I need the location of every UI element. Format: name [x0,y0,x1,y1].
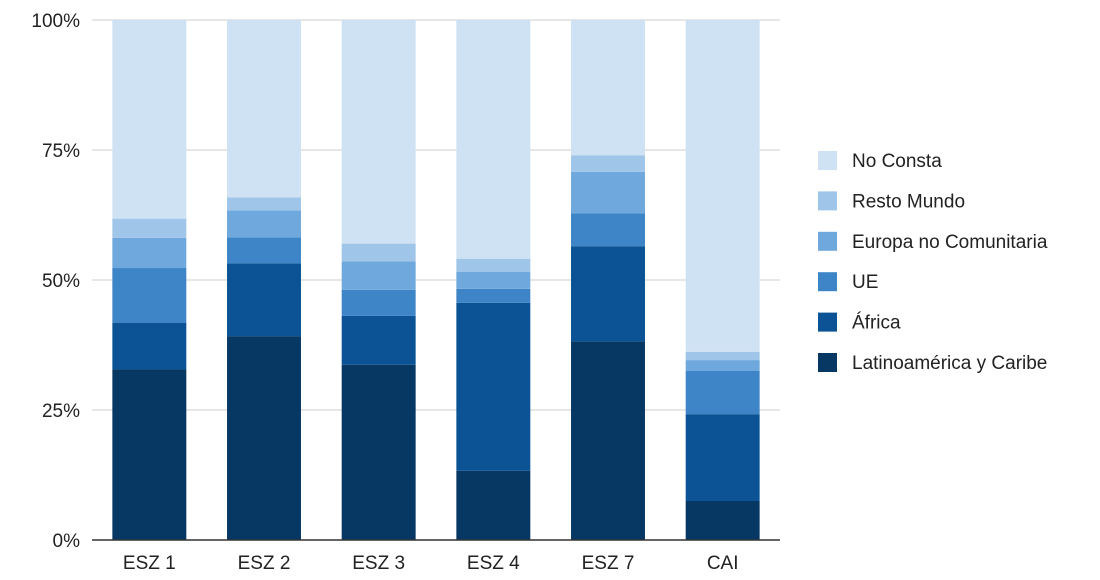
bar-segment [341,315,416,365]
legend-swatch [818,353,837,372]
bar-segment [685,360,760,371]
bar-segment [112,237,187,269]
bar-segment [341,243,416,262]
bar-segment [341,261,416,290]
y-tick-label: 50% [42,271,80,292]
legend-label: Europa no Comunitaria [852,232,1048,253]
x-tick-label: ESZ 7 [582,553,635,574]
bar-segment [571,155,645,172]
bar-segment [227,237,301,264]
bars [112,20,760,540]
legend-label: UE [852,272,878,293]
legend-label: Resto Mundo [852,191,965,212]
bar-segment [341,289,416,316]
bar-segment [227,263,301,337]
bar-segment [456,258,531,272]
bar-segment [685,351,760,361]
bar-segment [571,213,645,247]
x-tick-label: ESZ 1 [123,553,176,574]
bar-segment [456,20,531,259]
y-tick-label: 25% [42,401,80,422]
x-tick-label: CAI [707,553,739,574]
bar-segment [227,210,301,238]
legend-label: Latinoamérica y Caribe [852,353,1047,374]
bar-segment [112,369,187,540]
bar-segment [571,341,645,540]
x-tick-label: ESZ 3 [352,553,405,574]
legend-swatch [818,272,837,292]
y-tick-label: 0% [53,531,81,552]
bar-segment [456,470,531,540]
legend-swatch [818,191,837,211]
bar-segment [112,218,187,238]
bar-segment [571,171,645,214]
gridlines [92,19,780,411]
bar-segment [685,371,760,415]
x-tick-label: ESZ 4 [467,553,520,574]
bar-segment [456,271,531,289]
legend-label: No Consta [852,151,942,172]
bar-segment [685,414,760,501]
bar-segment [685,20,760,352]
bar-segment [227,336,301,540]
bar-segment [341,364,416,540]
bar-segment [571,246,645,342]
bar-segment [456,288,531,303]
y-tick-label: 100% [31,11,80,32]
bar-segment [112,20,187,219]
bar-segment [227,20,301,198]
bar-segment [112,268,187,323]
x-axis-tick-labels: ESZ 1 ESZ 2 ESZ 3 ESZ 4 ESZ 7 CAI [123,553,739,574]
legend-label: África [852,313,901,334]
bar-segment [227,197,301,211]
y-axis-tick-labels: 0% 25% 50% 75% 100% [31,11,80,552]
y-tick-label: 75% [42,141,80,162]
legend-swatch [818,231,837,251]
bar-segment [571,20,645,156]
legend-swatch [818,151,837,170]
legend: No Consta Resto Mundo Europa no Comunitari… [818,151,1048,374]
bar-segment [112,322,187,370]
x-tick-label: ESZ 2 [238,553,291,574]
bar-segment [456,302,531,471]
legend-swatch [818,312,837,332]
bar-segment [685,501,760,540]
bar-segment [341,20,416,244]
